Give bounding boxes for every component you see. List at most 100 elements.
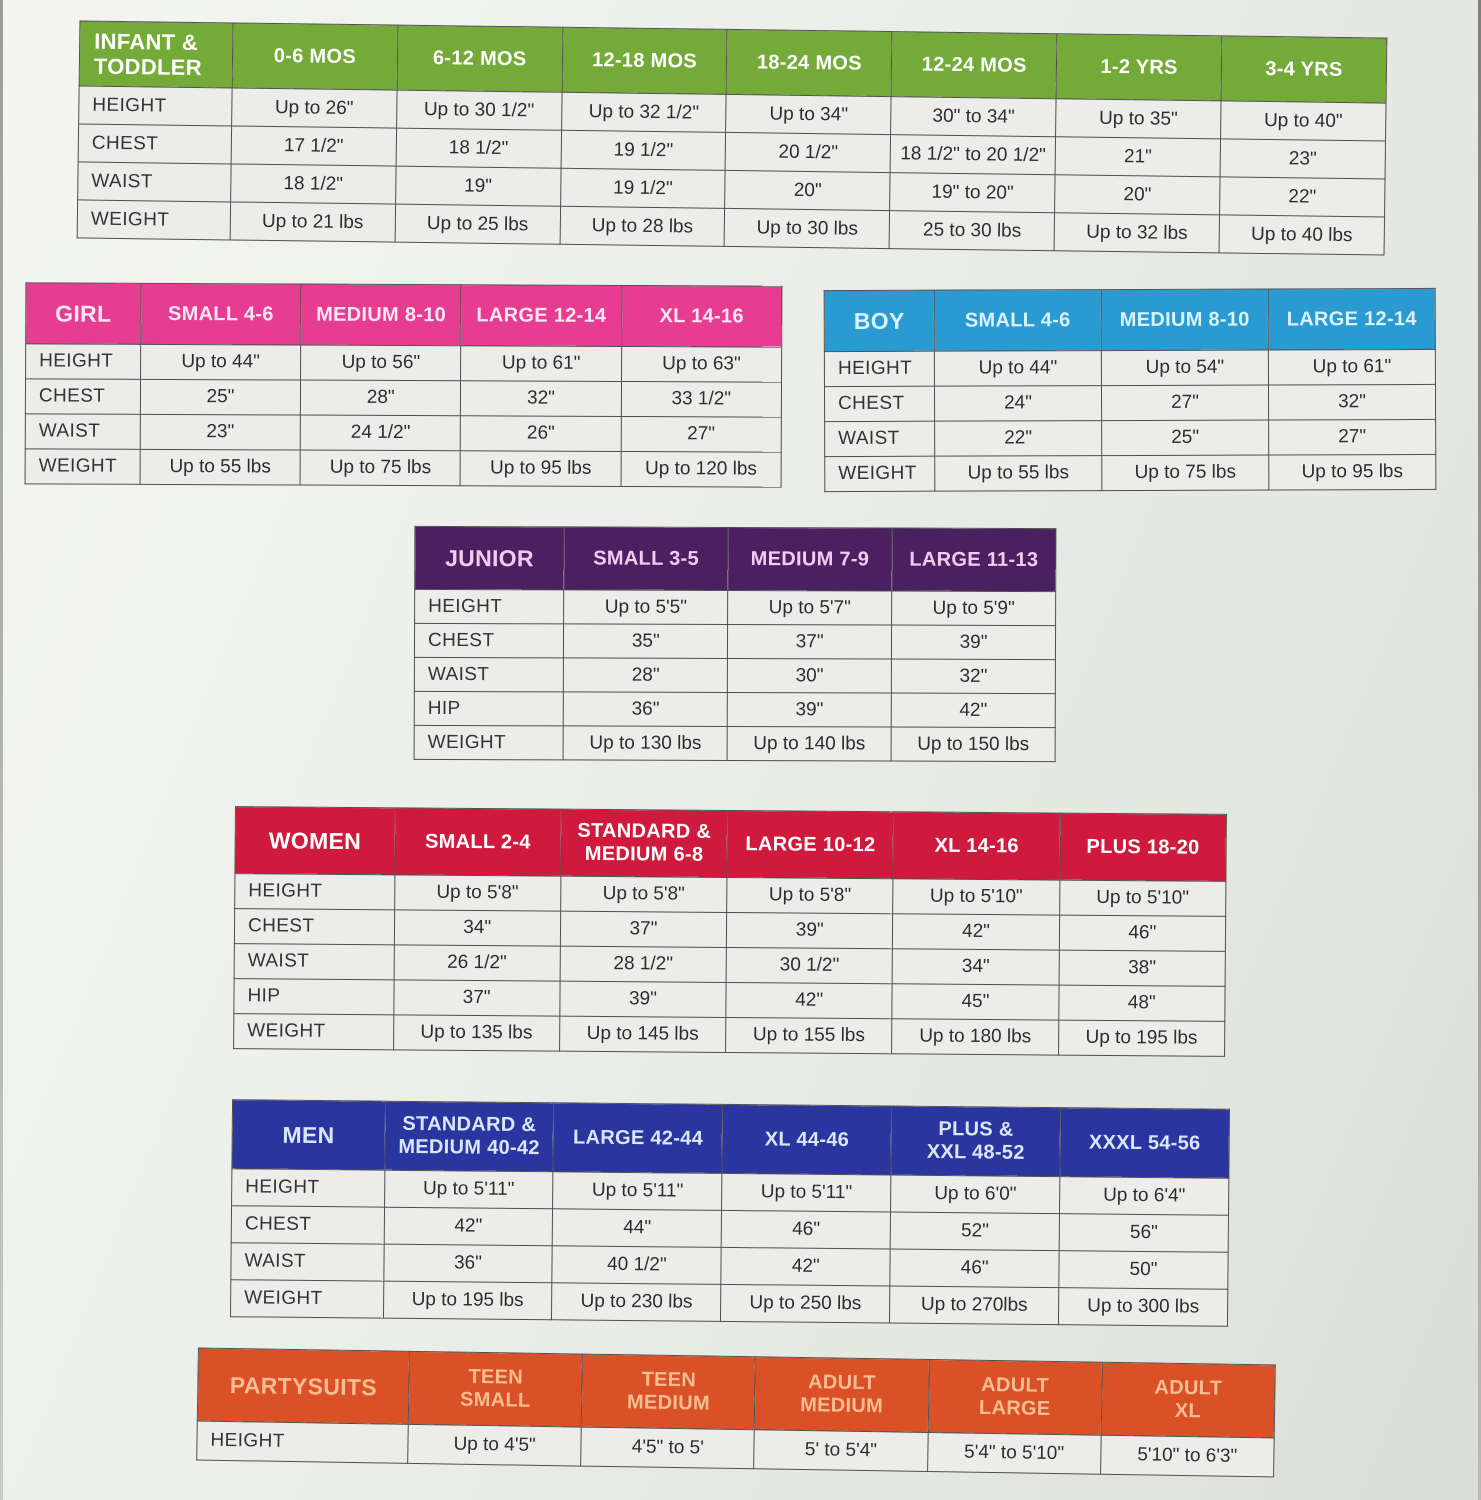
size-value-cell: 18 1/2" to 20 1/2": [890, 134, 1056, 175]
size-value-cell: 27": [1101, 385, 1269, 421]
size-value-cell: 48": [1058, 985, 1226, 1022]
size-value-cell: Up to 54": [1101, 350, 1269, 386]
column-header: PLUS 18-20: [1059, 813, 1227, 882]
men-size-table: MEN STANDARD & MEDIUM 40-42 LARGE 42-44 XL …: [229, 1099, 1231, 1327]
size-value-cell: Up to 300 lbs: [1058, 1287, 1228, 1327]
party-table: PARTYSUITS TEEN SMALL TEEN MEDIUM ADULT MED…: [196, 1347, 1276, 1478]
size-value-cell: 30 1/2": [726, 947, 893, 984]
size-value-cell: Up to 140 lbs: [727, 726, 892, 762]
size-value-cell: 5'4" to 5'10": [927, 1432, 1101, 1475]
size-value-cell: Up to 40": [1220, 100, 1387, 142]
table-row: HIP 36" 39" 42": [414, 691, 1056, 728]
size-value-cell: Up to 195 lbs: [383, 1281, 553, 1320]
partysuits-size-table: PARTYSUITS TEEN SMALL TEEN MEDIUM ADULT MED…: [196, 1347, 1276, 1478]
column-header: XL 14-16: [893, 811, 1061, 881]
size-value-cell: 40 1/2": [552, 1245, 722, 1285]
boy-table: BOY SMALL 4-6 MEDIUM 8-10 LARGE 12-14 HEIGHT…: [823, 287, 1437, 493]
size-value-cell: 45": [892, 983, 1059, 1021]
table-row: CHEST 35" 37" 39": [414, 623, 1056, 660]
size-value-cell: Up to 180 lbs: [891, 1018, 1059, 1056]
size-value-cell: Up to 25 lbs: [394, 204, 561, 245]
row-label: HEIGHT: [824, 351, 935, 387]
size-value-cell: 37": [727, 624, 892, 660]
column-header: MEDIUM 7-9: [727, 527, 892, 592]
infant-table: INFANT & TODDLER 0-6 MOS 6-12 MOS 12-18 MOS…: [76, 20, 1388, 256]
size-value-cell: 25 to 30 lbs: [889, 210, 1055, 251]
row-label: WEIGHT: [230, 1279, 384, 1319]
women-table: WOMEN SMALL 2-4 STANDARD & MEDIUM 6-8 LARGE…: [233, 806, 1227, 1057]
size-value-cell: 42": [383, 1207, 553, 1246]
column-header: XXXL 54-56: [1059, 1107, 1230, 1179]
table-row: CHEST 25" 28" 32" 33 1/2": [25, 378, 782, 418]
row-label: HIP: [233, 978, 394, 1015]
size-value-cell: Up to 195 lbs: [1058, 1020, 1225, 1057]
column-header: LARGE 12-14: [461, 284, 622, 347]
row-label: HIP: [414, 691, 564, 726]
header-row: GIRL SMALL 4-6 MEDIUM 8-10 LARGE 12-14 XL 14…: [25, 282, 782, 348]
row-label: WAIST: [234, 943, 394, 980]
size-value-cell: Up to 6'0": [890, 1175, 1060, 1214]
size-value-cell: Up to 32 lbs: [1054, 212, 1220, 253]
size-value-cell: Up to 26": [231, 87, 397, 129]
size-value-cell: 24": [934, 385, 1102, 422]
size-value-cell: 35": [563, 623, 728, 659]
size-value-cell: Up to 56": [300, 345, 462, 381]
table-row: WAIST 28" 30" 32": [414, 657, 1056, 694]
size-value-cell: 19 1/2": [560, 130, 727, 171]
table-title: WOMEN: [234, 806, 396, 875]
column-header: SMALL 4-6: [934, 289, 1102, 352]
column-header: XL 44-46: [722, 1104, 892, 1176]
size-value-cell: Up to 150 lbs: [891, 727, 1056, 762]
size-value-cell: 30": [727, 658, 892, 694]
column-header: XL 14-16: [621, 285, 782, 348]
size-value-cell: Up to 230 lbs: [551, 1282, 722, 1322]
size-value-cell: Up to 120 lbs: [620, 451, 782, 488]
size-value-cell: Up to 55 lbs: [934, 455, 1102, 492]
size-value-cell: 20": [1054, 174, 1221, 215]
column-header: LARGE 12-14: [1268, 288, 1436, 351]
size-value-cell: Up to 5'11": [384, 1170, 554, 1209]
size-value-cell: 18 1/2": [230, 163, 396, 205]
row-label: CHEST: [234, 908, 395, 945]
size-value-cell: Up to 34": [726, 94, 892, 135]
junior-table: JUNIOR SMALL 3-5 MEDIUM 7-9 LARGE 11-13 HEIG…: [413, 525, 1057, 763]
size-value-cell: Up to 5'11": [721, 1173, 892, 1213]
size-value-cell: Up to 4'5": [407, 1424, 582, 1467]
row-label: CHEST: [78, 123, 232, 164]
column-header: PLUS & XXL 48-52: [891, 1106, 1061, 1177]
size-value-cell: 21": [1055, 136, 1221, 177]
row-label: WEIGHT: [414, 725, 564, 760]
size-value-cell: 39": [726, 912, 894, 949]
header-row: BOY SMALL 4-6 MEDIUM 8-10 LARGE 12-14: [824, 288, 1436, 352]
size-value-cell: 20": [725, 170, 891, 211]
column-header: ADULT MEDIUM: [754, 1356, 929, 1433]
size-value-cell: Up to 5'11": [552, 1171, 723, 1211]
size-value-cell: Up to 55 lbs: [139, 449, 301, 486]
size-value-cell: Up to 21 lbs: [230, 201, 396, 243]
column-header: STANDARD & MEDIUM 6-8: [560, 809, 728, 878]
column-header: 1-2 YRS: [1056, 33, 1222, 101]
size-value-cell: Up to 75 lbs: [300, 450, 461, 486]
column-header: SMALL 2-4: [394, 807, 562, 877]
size-value-cell: 32": [891, 659, 1056, 694]
column-header: 12-24 MOS: [891, 31, 1058, 99]
row-label: WEIGHT: [25, 448, 141, 485]
size-value-cell: Up to 30 lbs: [724, 208, 890, 249]
size-value-cell: 20 1/2": [725, 132, 891, 173]
column-header: 18-24 MOS: [726, 29, 893, 97]
column-header: 0-6 MOS: [232, 22, 398, 91]
size-value-cell: Up to 5'5": [563, 589, 728, 625]
size-value-cell: 25": [140, 379, 301, 416]
table-row: WEIGHT Up to 55 lbs Up to 75 lbs Up to 95 l…: [25, 448, 782, 488]
column-header: MEDIUM 8-10: [300, 284, 462, 346]
column-header: LARGE 11-13: [891, 528, 1056, 592]
girl-size-table: GIRL SMALL 4-6 MEDIUM 8-10 LARGE 12-14 XL 14…: [24, 282, 783, 488]
size-value-cell: Up to 6'4": [1059, 1176, 1229, 1216]
row-label: HEIGHT: [231, 1168, 385, 1208]
row-label: WAIST: [230, 1242, 384, 1282]
size-value-cell: 28 1/2": [559, 946, 727, 983]
column-header: ADULT LARGE: [927, 1359, 1103, 1436]
table-title: PARTYSUITS: [197, 1348, 410, 1425]
size-value-cell: 19" to 20": [889, 172, 1056, 213]
size-value-cell: Up to 44": [934, 350, 1102, 387]
